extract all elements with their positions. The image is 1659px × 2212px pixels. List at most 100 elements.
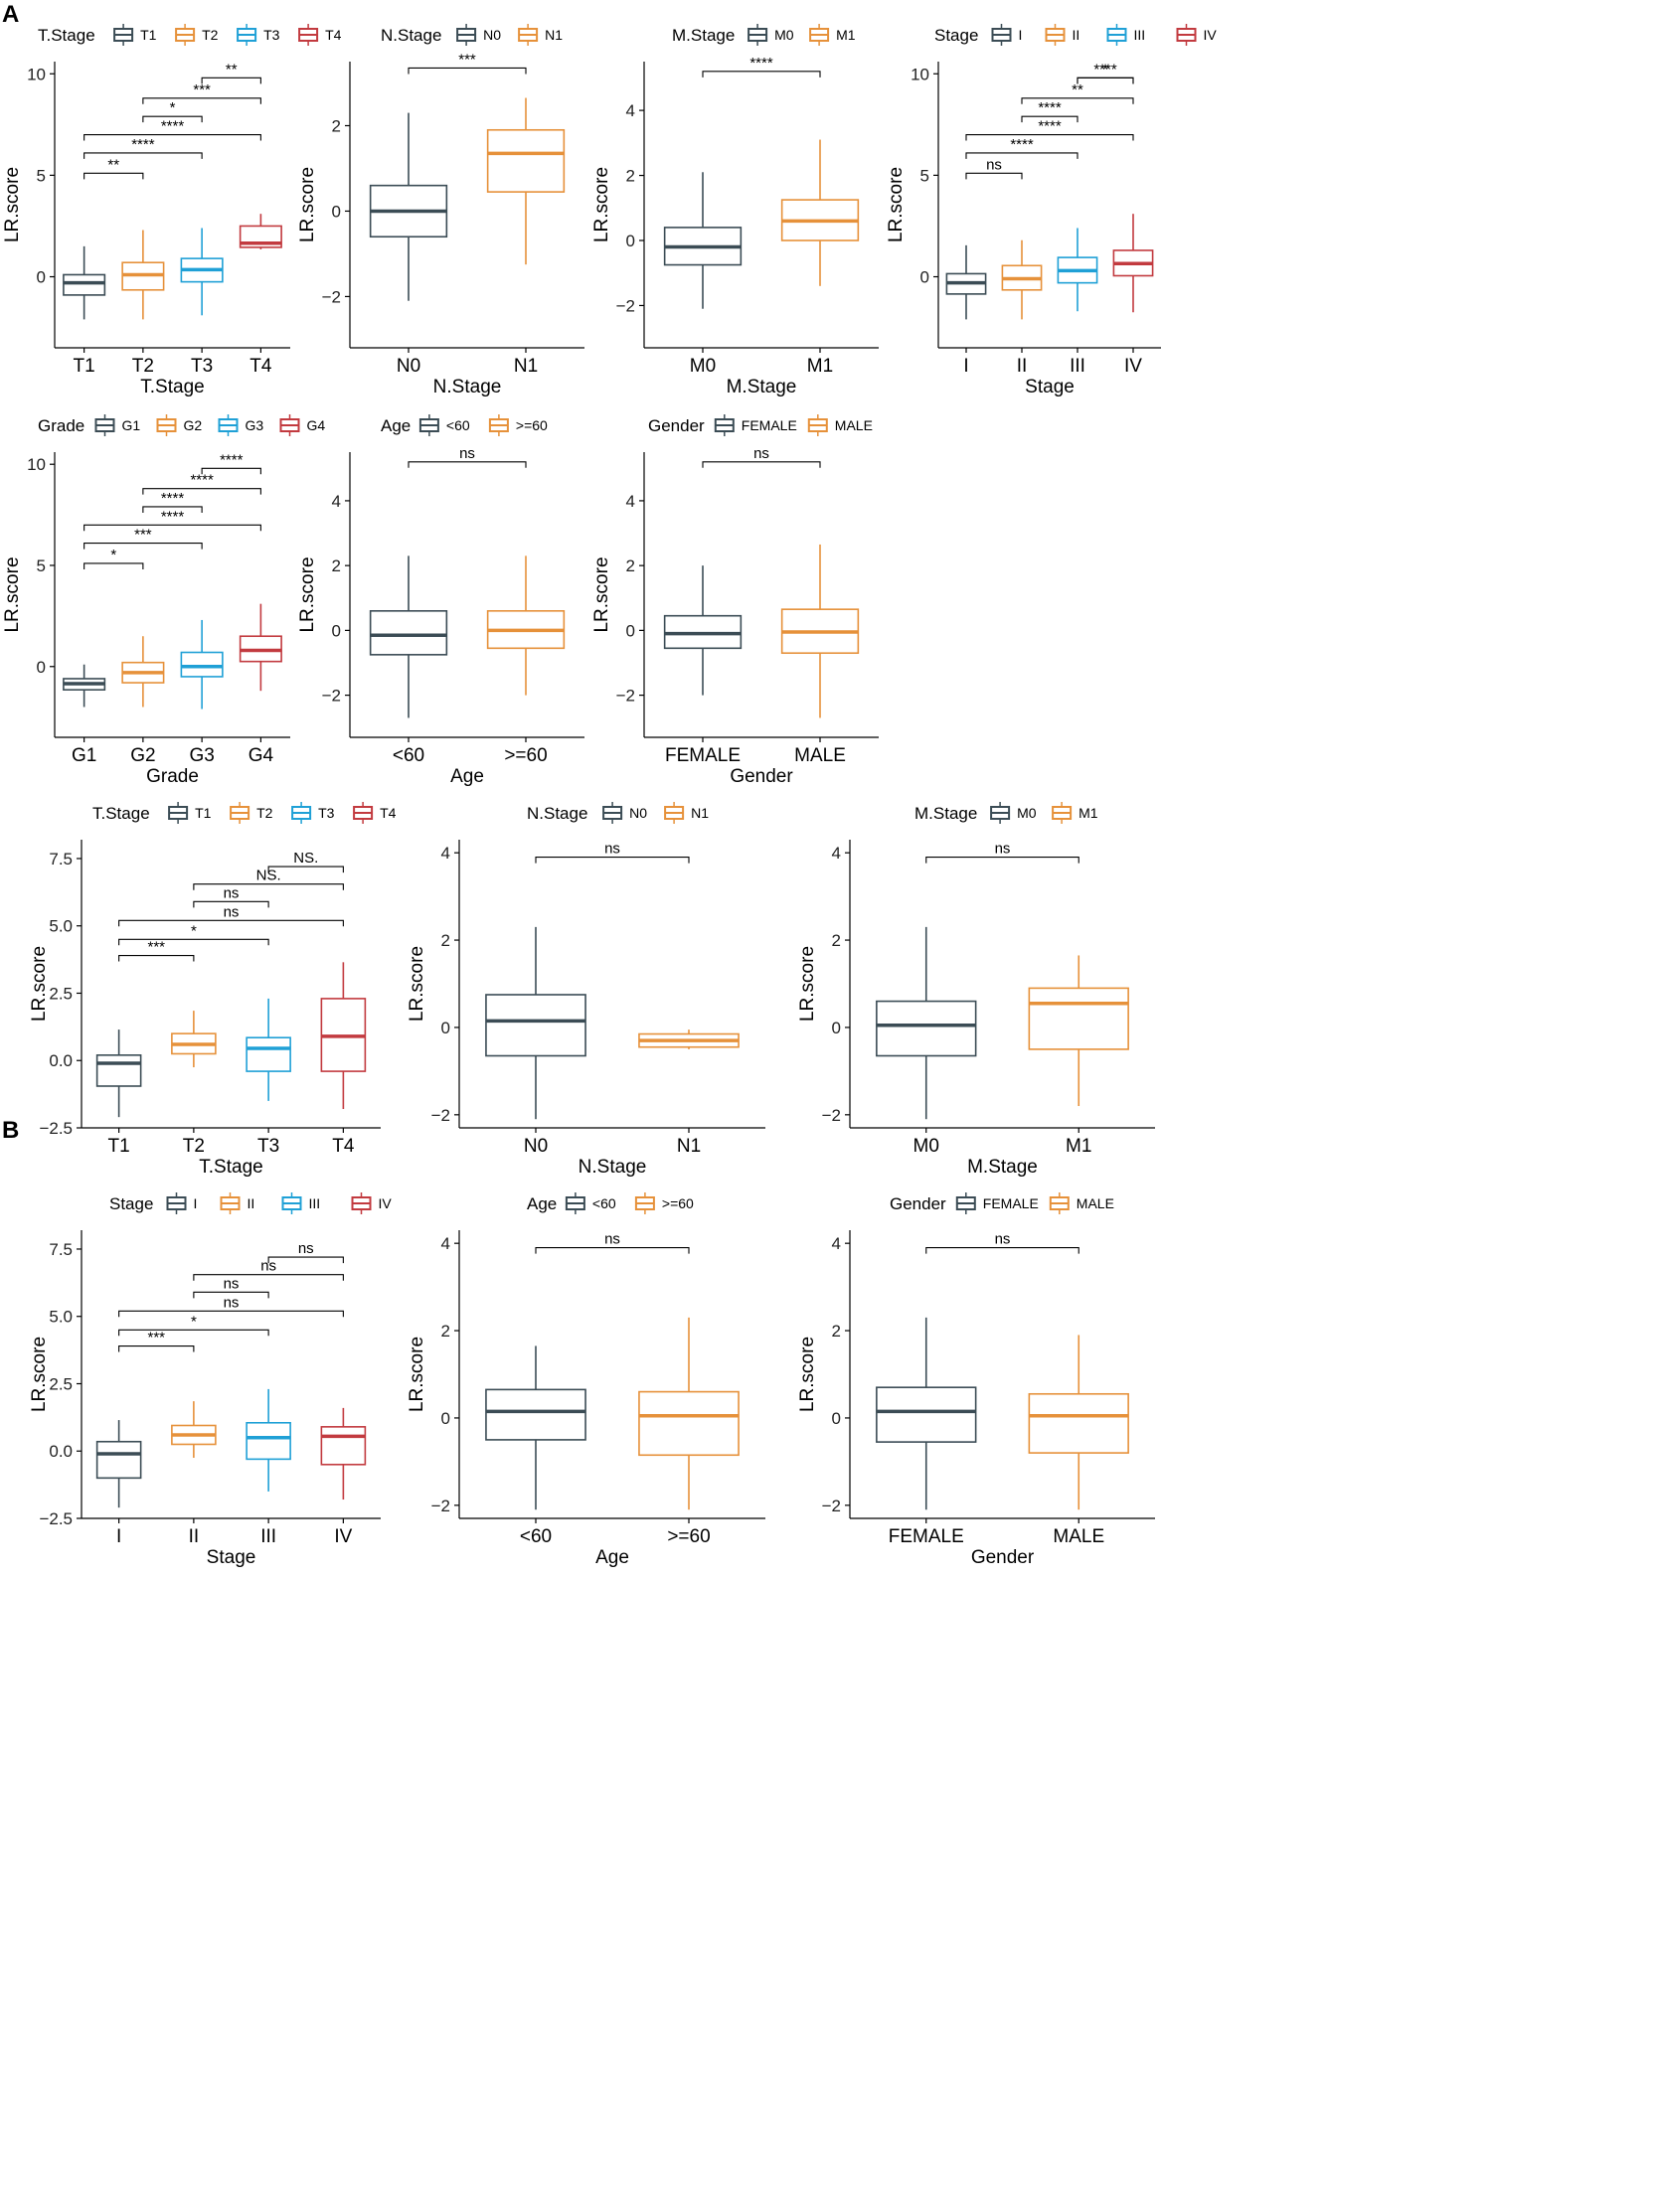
legend-label: T2	[256, 805, 273, 821]
box-III	[1057, 228, 1098, 312]
bracket-line	[702, 71, 821, 78]
x-tick-label: FEMALE	[665, 745, 741, 766]
x-axis-label: Grade	[146, 766, 199, 787]
legend-key: T2	[175, 24, 219, 46]
box-II	[1001, 239, 1043, 320]
box-body	[1028, 1392, 1129, 1454]
bracket-line	[408, 67, 527, 75]
chart-a-n-stage: N.Stage N0 N1 −2 0 2 N0 N1 N.Stage LR.score ***	[297, 24, 584, 397]
significance-bracket: NS.	[193, 868, 344, 890]
box-body	[876, 1386, 977, 1443]
significance-bracket: *	[83, 547, 144, 569]
box-M1	[1028, 955, 1129, 1107]
legend-label: T4	[380, 805, 397, 821]
y-axis-label: LR.score	[797, 946, 818, 1022]
box-body	[369, 610, 448, 656]
y-tick-label: 4	[441, 1234, 450, 1253]
legend-title: N.Stage	[381, 26, 441, 45]
bracket-label: ns	[995, 841, 1011, 858]
x-tick-label: T3	[257, 1136, 279, 1157]
significance-bracket: ****	[142, 472, 261, 495]
box-body	[485, 994, 586, 1057]
legend-label: M0	[1017, 805, 1037, 821]
y-tick-label: 7.5	[49, 1240, 73, 1259]
y-tick-label: 0	[332, 621, 341, 640]
legend-label: N1	[545, 27, 563, 43]
legend-label: T1	[140, 27, 157, 43]
legend-label: T1	[195, 805, 212, 821]
bracket-label: ****	[190, 472, 214, 489]
significance-bracket: ns	[118, 1294, 344, 1318]
x-axis-label: Age	[450, 766, 484, 787]
legend-title: Grade	[38, 416, 84, 435]
y-tick-label: 0.0	[49, 1051, 73, 1070]
legend-label: M1	[836, 27, 856, 43]
significance-bracket: *	[142, 99, 203, 123]
y-axis-label: LR.score	[591, 556, 612, 632]
y-tick-label: 5	[37, 166, 46, 185]
box-body	[876, 1000, 977, 1057]
significance-bracket: **	[83, 156, 144, 180]
legend-title: Gender	[648, 416, 705, 435]
box-T3	[180, 228, 224, 316]
box-body	[95, 1054, 142, 1087]
box-<60	[369, 555, 448, 718]
significance-bracket: ns	[702, 445, 821, 468]
legend-title: Stage	[109, 1194, 153, 1213]
y-axis-label: LR.score	[297, 556, 318, 632]
bracket-line	[1077, 77, 1134, 84]
box-FEMALE	[876, 1317, 977, 1510]
significance-bracket: ****	[1021, 99, 1078, 123]
legend-label: >=60	[516, 417, 548, 433]
bracket-label: ****	[1038, 99, 1062, 116]
y-tick-label: 0	[626, 621, 635, 640]
significance-bracket: **	[201, 61, 261, 84]
chart-b-m-stage: M.Stage M0 M1 −2 0 2 4 M0 M1 M.Stage LR.score ns	[797, 802, 1155, 1178]
bracket-line	[118, 954, 195, 962]
x-tick-label: IV	[1124, 356, 1142, 377]
bracket-label: ****	[220, 451, 244, 468]
panel-label-b: B	[2, 1117, 19, 1144]
y-tick-label: 5.0	[49, 1308, 73, 1327]
y-tick-label: −2	[822, 1106, 841, 1125]
significance-bracket: **	[1021, 81, 1134, 104]
x-tick-label: T2	[132, 356, 154, 377]
panel-label-a: A	[2, 1, 19, 28]
y-tick-label: 0	[441, 1019, 450, 1037]
box-T2	[171, 1011, 217, 1068]
y-tick-label: 7.5	[49, 850, 73, 869]
box-FEMALE	[663, 565, 743, 696]
bracket-label: ns	[224, 903, 240, 920]
bracket-line	[142, 115, 203, 123]
box-N1	[486, 97, 566, 265]
y-tick-label: 10	[911, 65, 929, 83]
y-axis-label: LR.score	[407, 1337, 427, 1412]
y-axis-label: LR.score	[2, 556, 23, 632]
y-tick-label: 2.5	[49, 984, 73, 1003]
x-axis-label: Stage	[207, 1547, 256, 1568]
bracket-line	[535, 1247, 690, 1254]
x-axis-label: Gender	[971, 1547, 1035, 1568]
significance-bracket: ****	[965, 118, 1134, 141]
y-tick-label: 4	[626, 492, 635, 511]
x-tick-label: III	[1070, 356, 1085, 377]
chart-a-t-stage: T.Stage T1 T2 T3 T4 0 5 10 T1 T2 T3 T4 T.Stage LR.sco…	[2, 24, 342, 397]
significance-bracket: ns	[408, 445, 527, 468]
y-tick-label: 2	[441, 1322, 450, 1341]
legend-title: N.Stage	[527, 804, 587, 823]
x-axis-label: M.Stage	[727, 377, 797, 397]
legend-label: T2	[202, 27, 219, 43]
x-tick-label: T4	[249, 356, 272, 377]
bracket-line	[142, 506, 203, 513]
bracket-line	[925, 857, 1079, 864]
x-tick-label: MALE	[794, 745, 846, 766]
y-tick-label: 4	[832, 1234, 841, 1253]
x-axis-label: Stage	[1025, 377, 1075, 397]
legend-label: G1	[122, 417, 141, 433]
legend-label: IV	[1204, 27, 1218, 43]
bracket-label: *	[170, 99, 176, 116]
bracket-label: ***	[458, 51, 476, 68]
significance-bracket: ns	[925, 1231, 1079, 1254]
box-T4	[320, 962, 367, 1110]
